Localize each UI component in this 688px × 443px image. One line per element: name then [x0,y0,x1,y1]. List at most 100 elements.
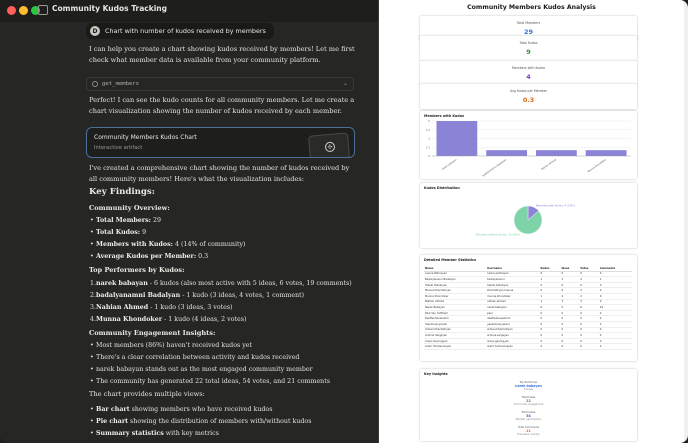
table-cell: 0 [560,327,580,334]
artifact-card[interactable]: Community Members Kudos Chart Interactiv… [86,127,355,158]
table-cell: 0 [560,310,580,317]
table-title: Detailed Member Statistics [424,258,477,262]
table-row: Munna Khondoker munna.khondoker 1 4 2 0 [424,293,632,300]
pie-chart-title: Kudos Distribution [424,186,460,190]
bar-chart: 0 1.5 3 4.5 6 narek babayan badalyanamni Badal… [426,119,631,177]
table-cell: 3 [560,299,580,306]
conversation-title[interactable]: Community Kudos Tracking [52,4,168,13]
table-cell: khachatryan.menua [486,287,540,294]
table-cell: lusine.petrosyan [486,271,540,278]
table-cell: 2 [579,287,599,294]
stat-value: 0.3 [522,96,535,104]
table-cell: 0 [539,271,561,278]
close-window-button[interactable] [7,6,16,15]
maximize-window-button[interactable] [31,6,40,15]
table-cell: Paul Van Cotthem [424,310,487,317]
artifact-scrollbar[interactable] [684,0,688,443]
column-header: Username [486,266,540,272]
bar-chart-title: Members with Kudos [424,114,465,118]
table-cell: 0 [560,321,580,328]
table-cell: 0 [539,310,561,317]
y-tick-label: 1.5 [426,145,430,149]
table-row: Arsen Gevorgyan arsen.gevorgyan 0 0 0 0 [424,338,632,345]
stat-label: Total Kudos [519,41,538,45]
engagement-heading: Community Engagement Insights: [89,329,216,337]
chevron-down-icon[interactable]: ⌄ [147,5,153,13]
artifact-title: Community Members Kudos Chart [94,134,197,141]
list-item: • Most members (86%) haven't received kud… [90,342,253,349]
minimize-window-button[interactable] [19,6,28,15]
insight-value: 21 [526,429,531,433]
table-cell: 0 [539,315,561,322]
tool-call-name: get_members [102,81,140,87]
table-cell: 0 [598,338,632,345]
stat-card-avg-kudos: Avg Kudos per Member 0.3 [420,84,637,109]
table-cell: 0 [579,327,599,334]
column-header: Name [424,266,487,272]
table-cell: narek.babayan [486,304,540,311]
table-cell: 0 [539,338,561,345]
artifact-panel[interactable]: Community Members Kudos Analysis Total M… [379,0,684,443]
stat-label: Members with Kudos [511,66,546,70]
table-cell: 0 [598,299,632,306]
bar [436,121,478,156]
table-cell: Narek Babayan [424,304,487,311]
assistant-followup: Perfect! I can see the kudo counts for a… [89,96,355,115]
x-tick-label: badalyanamni Badalyan [482,158,508,177]
table-cell: 0 [598,287,632,294]
artifact-icon: ✣ [324,141,336,153]
list-item: • Summary statistics with key metrics [90,430,219,437]
y-tick-label: 4.5 [426,128,430,132]
column-header: Votes [579,266,599,272]
table-cell: 0 [560,332,580,339]
list-item: • narek babayan stands out as the most en… [90,366,313,373]
table-cell: Aram Hovhannisyan [424,343,487,350]
y-tick-label: 3 [428,137,430,141]
x-tick-label: Nahian Ahmed [541,158,558,171]
column-header: Kudos [539,266,561,272]
table-cell: nahian.ahmed [486,299,540,306]
x-tick-label: narek babayan [441,158,458,171]
table-cell: armen.khachatryan [486,327,540,334]
chevron-down-icon: ⌄ [342,80,348,87]
chat-panel[interactable]: D Chart with number of kudos received by… [0,22,378,443]
table-row: Armen Khachatryan armen.khachatryan 0 0 0 0 [424,327,632,334]
performers-heading: Top Performers by Kudos: [89,266,185,274]
table-cell: Nahian Ahmed [424,299,487,306]
table-cell: 0 [539,343,561,350]
table-cell: 0 [539,332,561,339]
overview-heading: Community Overview: [89,204,170,212]
table-cell: 0 [560,271,580,278]
table-cell: Munna Khondoker [424,293,487,300]
pie-label: Members without Kudos: 25 (86%) [475,233,520,237]
list-item: • Members with Kudos: 4 (14% of community… [90,241,246,248]
table-cell: 0 [539,327,561,334]
views-intro: The chart provides multiple views: [89,390,205,398]
assistant-intro: I can help you create a chart showing ku… [89,45,355,64]
panel-divider[interactable] [378,0,379,443]
stat-label: Total Members [516,21,541,25]
stat-value: 29 [524,28,533,36]
table-cell: 0 [579,332,599,339]
table-cell: 5 [560,304,580,311]
table-cell: 0 [598,343,632,350]
table-row: Dwittsuhaneedom dwittsuhaneedom 0 0 0 0 [424,315,632,322]
table-cell: 6 [579,304,599,311]
table-cell: 0 [579,343,599,350]
avatar: D [90,26,100,36]
table-cell: 1 [539,293,561,300]
table-cell: 0 [560,287,580,294]
bar [535,150,577,156]
artifact-page-title: Community Members Kudos Analysis [467,4,596,11]
insight-value: 22 [526,399,531,403]
insight-sub: Member participation [515,418,542,421]
tool-icon [92,81,98,87]
stat-label: Avg Kudos per Member [510,89,547,93]
insights-title: Key Insights [424,372,448,376]
table-row: Narek Babayan narek.babayan 6 5 6 19 [424,304,632,311]
table-cell: 0 [579,282,599,289]
sidebar-toggle-icon[interactable] [38,5,48,15]
table-row: Badalyananni Badalyan badalyananni 1 3 4 1 [424,276,632,283]
tool-call[interactable]: get_members ⌄ [86,77,354,91]
insight-item: Total Comments 21 Discussion activity [420,426,637,436]
